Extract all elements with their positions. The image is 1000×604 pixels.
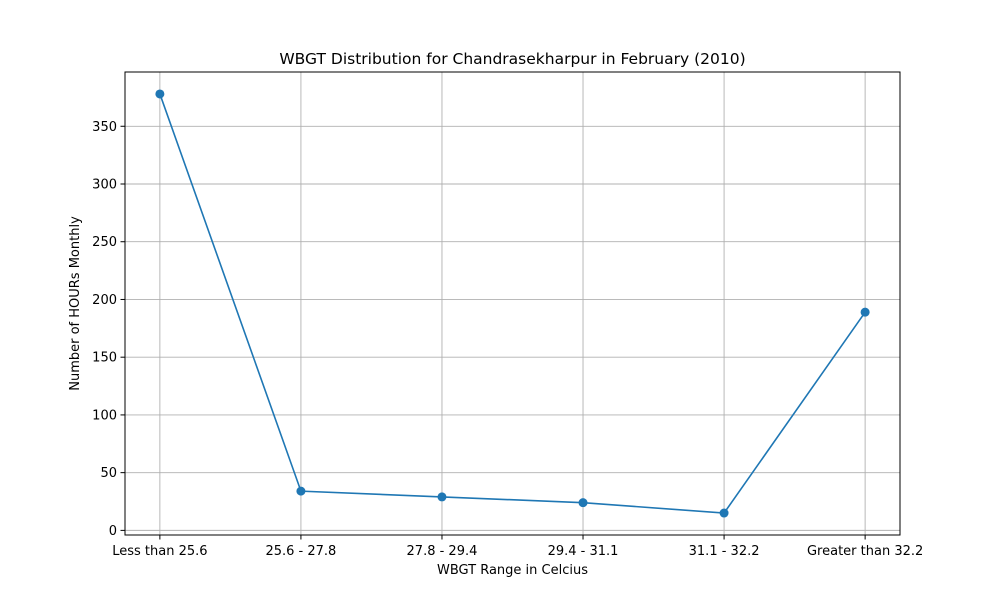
series-line <box>159 93 866 514</box>
y-tick-label: 100 <box>92 408 117 423</box>
x-tick-label: Less than 25.6 <box>112 544 207 559</box>
data-point <box>296 486 306 496</box>
data-point <box>437 492 447 502</box>
ticks: Less than 25.6 25.6 - 27.8 27.8 - 29.4 29.4… <box>92 120 923 559</box>
y-tick-label: 300 <box>92 177 117 192</box>
y-tick-label: 0 <box>109 524 117 539</box>
y-tick-label: 350 <box>92 120 117 135</box>
grid <box>125 72 900 535</box>
x-tick-label: 29.4 - 31.1 <box>548 544 619 559</box>
x-tick-label: 25.6 - 27.8 <box>265 544 336 559</box>
y-tick-label: 200 <box>92 293 117 308</box>
x-axis-label: WBGT Range in Celcius <box>437 563 588 578</box>
chart-title: WBGT Distribution for Chandrasekharpur i… <box>279 50 745 68</box>
data-point <box>155 89 165 99</box>
x-tick-label: 31.1 - 32.2 <box>689 544 760 559</box>
x-tick-label: 27.8 - 29.4 <box>407 544 478 559</box>
data-point <box>860 307 870 317</box>
series-layer <box>155 89 870 518</box>
y-axis-label: Number of HOURs Monthly <box>68 216 83 391</box>
data-point <box>719 508 729 518</box>
plot-frame <box>124 71 901 536</box>
y-tick-label: 150 <box>92 351 117 366</box>
y-tick-label: 50 <box>100 466 117 481</box>
data-point <box>578 498 588 508</box>
x-tick-label: Greater than 32.2 <box>807 544 923 559</box>
y-tick-label: 250 <box>92 235 117 250</box>
